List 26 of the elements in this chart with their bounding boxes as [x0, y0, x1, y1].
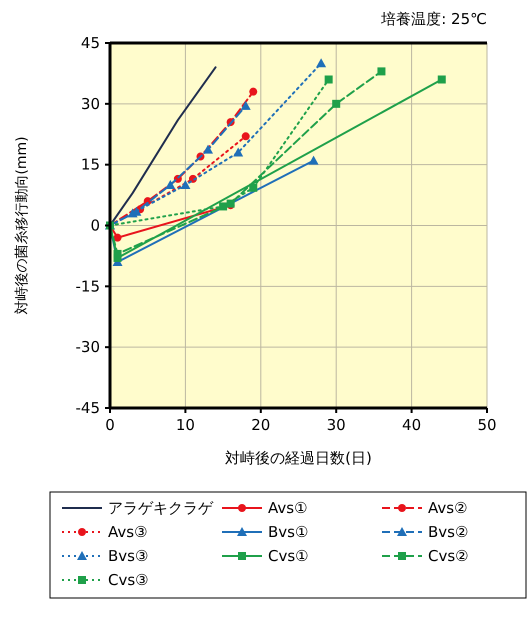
y-tick-label: -45: [76, 399, 100, 417]
legend-label: Avs①: [268, 499, 308, 517]
y-tick-label: 15: [80, 156, 100, 174]
y-tick-label: -30: [76, 338, 100, 356]
legend-label: Avs③: [108, 523, 148, 541]
y-axis-title: 対峙後の菌糸移行動向(mm): [14, 136, 30, 315]
legend-label: Bvs③: [108, 547, 148, 565]
x-tick-label: 40: [402, 416, 422, 434]
x-tick-label: 0: [105, 416, 115, 434]
x-axis-title: 対峙後の経過日数(日): [225, 449, 372, 467]
text: 培養温度: 25℃: [380, 10, 487, 28]
legend-label: Bvs②: [428, 523, 468, 541]
legend-label: Cvs②: [428, 547, 469, 565]
x-tick-label: 50: [477, 416, 497, 434]
y-tick-label: 30: [80, 94, 100, 113]
legend-label: アラゲキクラゲ: [108, 499, 214, 517]
legend-label: Bvs①: [268, 523, 308, 541]
y-tick-label: -15: [76, 277, 100, 296]
y-tick-label: 0: [90, 216, 100, 234]
x-tick-label: 30: [326, 416, 346, 434]
legend-label: Avs②: [428, 499, 468, 517]
y-tick-label: 45: [80, 34, 100, 52]
legend-label: Cvs①: [268, 547, 309, 565]
x-tick-label: 10: [176, 416, 195, 434]
legend-label: Cvs③: [108, 571, 149, 589]
x-tick-label: 20: [251, 416, 270, 434]
